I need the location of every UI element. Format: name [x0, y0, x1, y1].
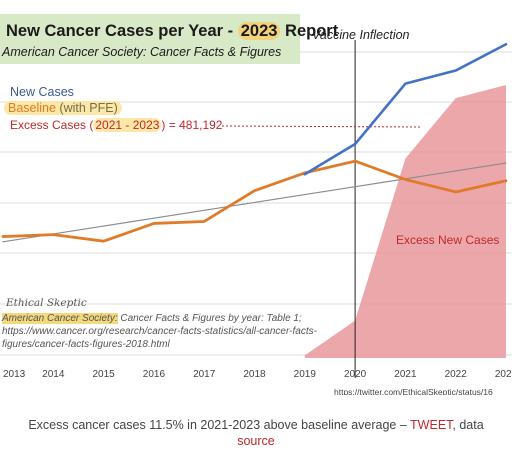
series-trend-line: [2, 162, 507, 243]
legend-excess-prefix: Excess Cases (: [10, 118, 94, 132]
x-tick-label-2017: 2017: [193, 369, 216, 380]
figure-caption: Excess cancer cases 11.5% in 2021-2023 a…: [0, 417, 512, 449]
chart-plot: 2013 2014 2015 2016 2017 2018 2019 2020 2021 2022…: [0, 40, 512, 380]
chart-title-suffix: Report: [280, 22, 339, 40]
x-tick-label-2022: 2022: [445, 369, 468, 380]
source-link[interactable]: source: [237, 434, 275, 448]
source-table: Cancer Facts & Figures by year: Table 1;: [117, 313, 302, 324]
x-tick-label-2014: 2014: [42, 369, 65, 380]
chart-figure: 2013 2014 2015 2016 2017 2018 2019 2020 2021 2022…: [0, 14, 512, 395]
legend-excess-cases: Excess Cases (2021 - 2023) = 481,192: [10, 118, 222, 132]
x-tick-label-2013: 2013: [3, 369, 26, 380]
x-tick-label-2020: 2020: [344, 369, 367, 380]
x-tick-label-2015: 2015: [92, 369, 115, 380]
chart-title: New Cancer Cases per Year - 2023 Report: [6, 22, 338, 41]
legend-new-cases: New Cases: [10, 85, 74, 99]
legend-excess-suffix: ) = 481,192: [161, 118, 223, 132]
caption-middle: , data: [452, 418, 484, 432]
legend-baseline-label: Baseline: [8, 101, 56, 115]
excess-area-label: Excess New Cases: [396, 233, 500, 247]
vaccine-inflection-label: Vaccine Inflection: [312, 28, 410, 42]
x-tick-label-2019: 2019: [294, 369, 317, 380]
chart-subtitle: American Cancer Society: Cancer Facts & …: [2, 45, 282, 59]
x-tick-label-2023: 2023: [495, 369, 512, 380]
chart-title-prefix: New Cancer Cases per Year -: [6, 22, 238, 40]
twitter-url: https://twitter.com/EthicalSkeptic/statu…: [334, 387, 493, 395]
x-tick-label-2018: 2018: [243, 369, 266, 380]
source-org: American Cancer Society:: [2, 313, 118, 324]
chart-title-year: 2023: [237, 22, 281, 40]
tweet-link[interactable]: TWEET: [410, 418, 453, 432]
source-line-1: American Cancer Society: Cancer Facts & …: [2, 313, 302, 324]
series-excess-new-cases-area: [304, 84, 506, 358]
source-url-line-1: https://www.cancer.org/research/cancer-f…: [2, 326, 317, 337]
excess-cases-leader-line: [221, 125, 421, 128]
x-tick-label-2016: 2016: [143, 369, 166, 380]
source-logo: Ethical Skeptic: [6, 297, 87, 309]
series-new-cases-line: [303, 42, 508, 176]
source-url-line-2: figures/cancer-facts-figures-2018.html: [2, 339, 170, 350]
x-tick-label-2021: 2021: [394, 369, 417, 380]
legend-baseline-note: (with PFE): [55, 101, 118, 115]
caption-text: Excess cancer cases 11.5% in 2021-2023 a…: [28, 418, 411, 432]
legend-baseline: Baseline (with PFE): [4, 101, 122, 115]
series-baseline-line: [1, 159, 508, 243]
legend-excess-years: 2021 - 2023: [93, 118, 162, 132]
